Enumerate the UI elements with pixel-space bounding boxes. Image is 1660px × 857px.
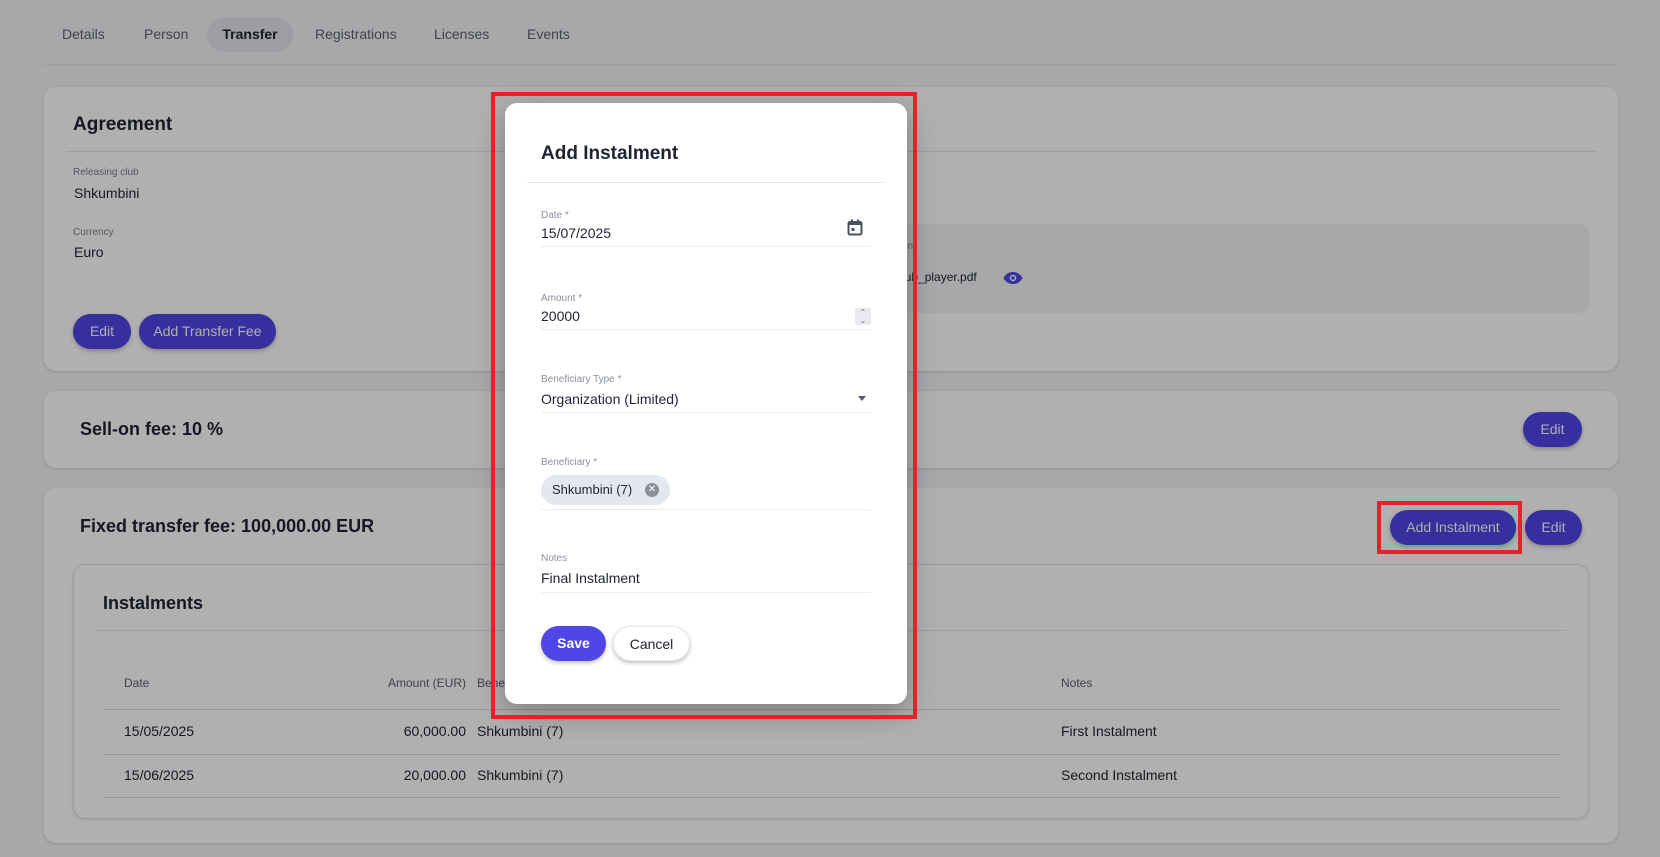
- currency-value: Euro: [74, 244, 104, 260]
- calendar-icon[interactable]: [847, 219, 863, 236]
- beneficiary-type-underline: [541, 412, 871, 413]
- row-amount: 20,000.00: [403, 767, 466, 783]
- row-notes: First Instalment: [1061, 723, 1157, 739]
- document-box: [860, 224, 1589, 313]
- column-date: Date: [124, 676, 150, 690]
- amount-label: Amount *: [541, 293, 583, 304]
- date-input[interactable]: 15/07/2025: [541, 225, 612, 241]
- chip-remove-icon[interactable]: ✕: [645, 483, 659, 497]
- agreement-edit-button[interactable]: Edit: [73, 314, 131, 349]
- fixed-fee-title: Fixed transfer fee: 100,000.00 EUR: [80, 516, 375, 536]
- notes-input[interactable]: Final Instalment: [541, 570, 640, 586]
- beneficiary-label: Beneficiary *: [541, 457, 598, 468]
- add-instalment-dialog: Add Instalment Date * 15/07/2025 Amount …: [505, 103, 907, 704]
- add-instalment-button[interactable]: Add Instalment: [1390, 510, 1516, 545]
- tab-licenses[interactable]: Licenses: [434, 26, 490, 42]
- table-header-line: [105, 709, 1560, 710]
- chip-label: Shkumbini (7): [552, 482, 633, 497]
- amount-input[interactable]: 20000: [541, 308, 580, 324]
- sell-on-title: Sell-on fee: 10 %: [80, 419, 224, 439]
- cancel-button[interactable]: Cancel: [613, 626, 690, 661]
- instalments-title: Instalments: [103, 593, 204, 613]
- column-notes: Notes: [1061, 676, 1093, 690]
- tab-transfer[interactable]: Transfer: [207, 17, 293, 52]
- column-amount: Amount (EUR): [387, 676, 466, 690]
- fixed-fee-edit-button[interactable]: Edit: [1525, 510, 1582, 545]
- row-line: [105, 797, 1560, 798]
- row-notes: Second Instalment: [1061, 767, 1177, 783]
- date-label: Date *: [541, 210, 569, 221]
- dialog-divider: [527, 182, 884, 183]
- date-underline: [541, 246, 871, 247]
- row-line: [105, 754, 1560, 755]
- save-button[interactable]: Save: [541, 626, 606, 661]
- add-instalment-highlight-box: [1377, 501, 1522, 554]
- row-amount: 60,000.00: [403, 723, 466, 739]
- amount-underline: [541, 329, 871, 330]
- sell-on-edit-button[interactable]: Edit: [1523, 412, 1582, 447]
- number-stepper-icon[interactable]: ⌃ ⌄: [855, 308, 871, 325]
- row-date: 15/06/2025: [124, 767, 195, 783]
- releasing-club-label: Releasing club: [73, 167, 139, 178]
- beneficiary-chip[interactable]: Shkumbini (7) ✕: [541, 475, 670, 505]
- dialog-highlight-box: [491, 92, 917, 719]
- eye-icon[interactable]: [1003, 271, 1023, 285]
- row-date: 15/05/2025: [124, 723, 195, 739]
- beneficiary-underline: [541, 509, 871, 510]
- notes-underline: [541, 592, 871, 593]
- agreement-title: Agreement: [73, 114, 173, 135]
- tabs-divider: [43, 64, 1618, 65]
- beneficiary-type-label: Beneficiary Type *: [541, 374, 622, 385]
- tab-details[interactable]: Details: [62, 26, 105, 42]
- dialog-title: Add Instalment: [541, 143, 679, 164]
- tab-events[interactable]: Events: [527, 26, 570, 42]
- row-beneficiary: Shkumbini (7): [477, 723, 564, 739]
- currency-label: Currency: [73, 227, 114, 238]
- tab-person[interactable]: Person: [144, 26, 189, 42]
- releasing-club-value: Shkumbini: [74, 185, 140, 201]
- notes-label: Notes: [541, 553, 568, 564]
- tab-registrations[interactable]: Registrations: [315, 26, 397, 42]
- beneficiary-type-select[interactable]: Organization (Limited): [541, 391, 679, 407]
- add-transfer-fee-button[interactable]: Add Transfer Fee: [139, 314, 276, 349]
- chevron-down-icon[interactable]: [858, 396, 866, 401]
- row-beneficiary: Shkumbini (7): [477, 767, 564, 783]
